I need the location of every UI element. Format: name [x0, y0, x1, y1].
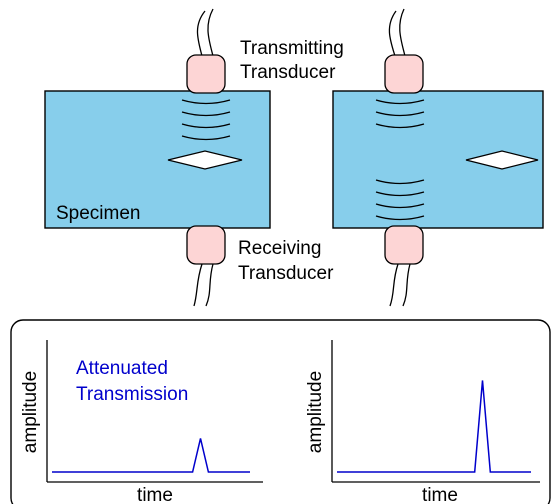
left-top-cable	[196, 8, 214, 57]
left-transmitting-transducer	[186, 54, 226, 94]
right-bottom-cable	[389, 263, 411, 307]
plot2-ylabel: amplitude	[305, 371, 326, 453]
right-top-cable	[388, 8, 406, 57]
left-receiving-transducer	[186, 225, 226, 265]
plot2-xlabel: time	[422, 485, 458, 504]
right-flaw	[465, 150, 539, 170]
plot1-signal-line	[52, 438, 250, 473]
left-wave-arcs	[181, 99, 231, 141]
transmitting-label-line1: Transmitting	[240, 38, 344, 59]
left-flaw	[167, 150, 243, 170]
plots-panel	[10, 319, 551, 504]
plot-attenuated: amplitude time Attenuated Transmission	[20, 340, 263, 504]
receiving-label-line1: Receiving	[238, 238, 321, 259]
plot1-ylabel: amplitude	[20, 371, 41, 453]
plot1-annotation-line2: Transmission	[76, 384, 188, 405]
right-wave-arcs-top	[375, 99, 425, 129]
transmitting-label-line2: Transducer	[240, 62, 336, 83]
right-setup	[332, 8, 544, 307]
right-wave-arcs-bottom	[375, 179, 425, 221]
left-setup: Specimen Transmitting Transducer Receivi…	[44, 8, 344, 307]
receiving-label-line2: Transducer	[238, 263, 334, 284]
left-bottom-cable	[193, 263, 214, 307]
right-receiving-transducer	[384, 225, 424, 265]
specimen-label: Specimen	[56, 203, 141, 224]
plot1-xlabel: time	[137, 485, 173, 504]
plot2-signal-line	[337, 380, 531, 473]
right-transmitting-transducer	[384, 54, 424, 94]
plot-full: amplitude time	[305, 340, 540, 504]
plot1-annotation-line1: Attenuated	[76, 358, 168, 379]
